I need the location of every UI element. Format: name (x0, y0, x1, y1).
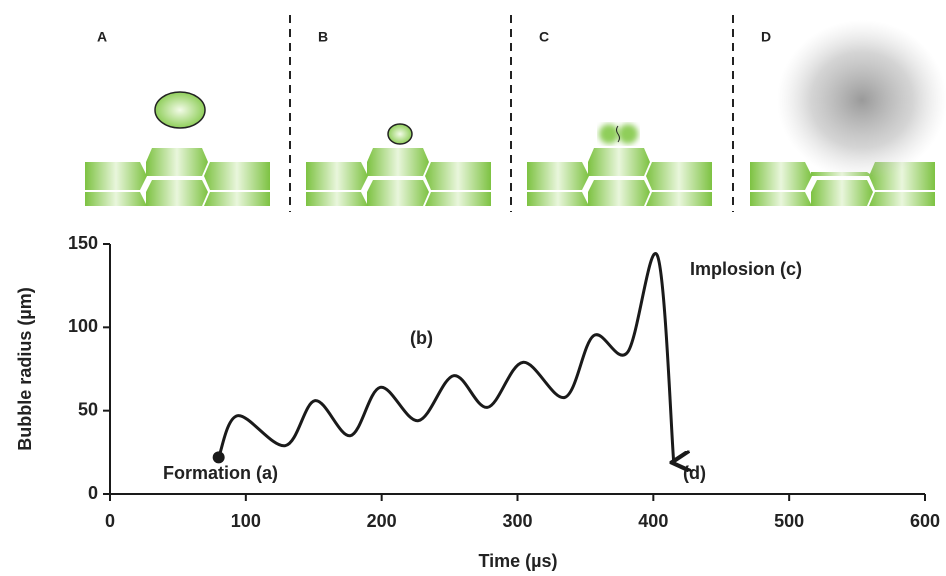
annotation: Formation (a) (163, 463, 278, 483)
x-tick-label: 300 (502, 511, 532, 531)
y-tick-label: 100 (68, 316, 98, 336)
y-tick-label: 150 (68, 233, 98, 253)
bubble (154, 91, 206, 129)
chart: Bubble radius (µm) Time (µs) Formation (… (15, 233, 940, 571)
x-tick-label: 500 (774, 511, 804, 531)
annotation: (b) (410, 328, 433, 348)
tissue (527, 148, 712, 206)
tissue (306, 148, 491, 206)
bubble (387, 123, 413, 145)
start-point (212, 451, 225, 464)
y-tick-label: 50 (78, 399, 98, 419)
x-tick-label: 400 (638, 511, 668, 531)
y-axis-label: Bubble radius (µm) (15, 287, 35, 450)
x-tick-label: 200 (367, 511, 397, 531)
panel-label: D (761, 29, 771, 45)
shockwave (777, 20, 946, 180)
panel-label: C (539, 29, 549, 45)
panel-label: A (97, 29, 107, 45)
annotation: Implosion (c) (690, 259, 802, 279)
x-tick-label: 600 (910, 511, 940, 531)
x-axis-label: Time (µs) (478, 551, 557, 571)
jet (616, 125, 620, 143)
bubble (618, 124, 638, 144)
panel-label: B (318, 29, 328, 45)
diagram: A B C D (85, 15, 946, 212)
x-tick-label: 100 (231, 511, 261, 531)
annotation: (d) (683, 463, 706, 483)
bubble (599, 124, 619, 144)
x-tick-label: 0 (105, 511, 115, 531)
line (217, 251, 674, 462)
y-tick-label: 0 (88, 483, 98, 503)
tissue (85, 148, 270, 206)
